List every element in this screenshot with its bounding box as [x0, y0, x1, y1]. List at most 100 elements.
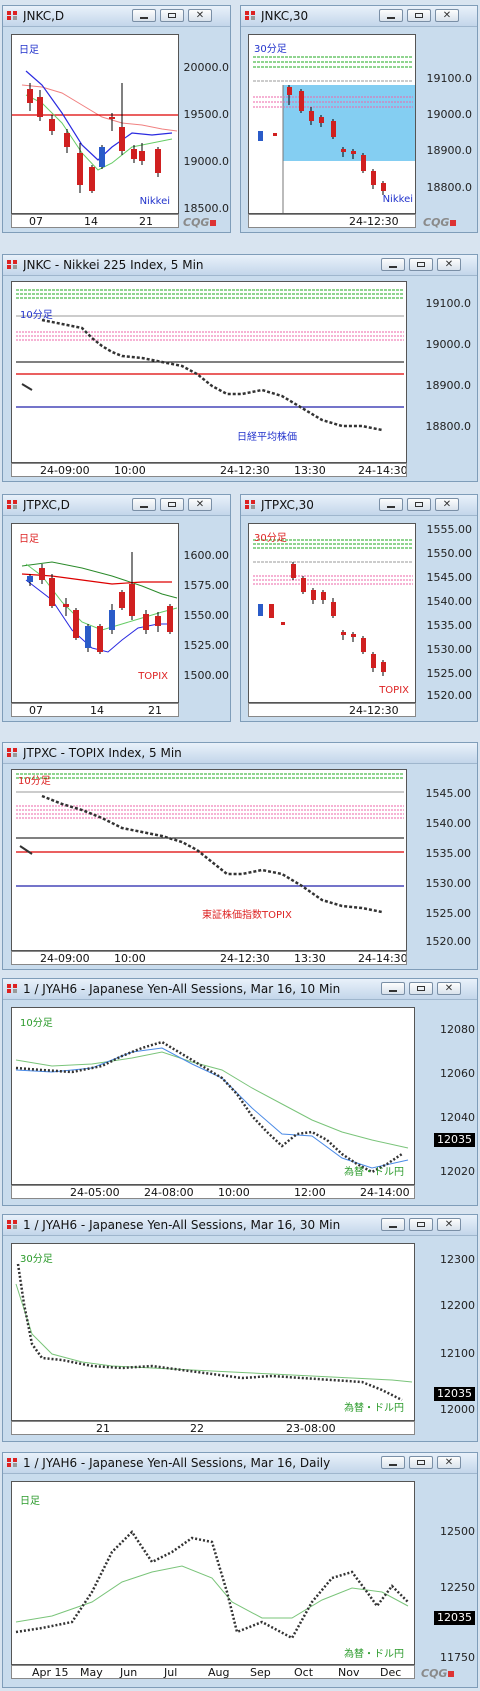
price-plot[interactable]: 30分足 為替・ドル円	[11, 1243, 415, 1421]
maximize-button[interactable]	[160, 498, 184, 511]
maximize-button[interactable]	[407, 498, 431, 511]
minimize-icon	[387, 17, 395, 19]
price-plot[interactable]: 日足 TOPIX	[11, 523, 179, 703]
price-tick: 12020	[440, 1165, 475, 1178]
time-tick: 22	[190, 1422, 204, 1435]
time-tick: 07	[29, 704, 43, 717]
price-tick: 19100.0	[426, 72, 473, 85]
window-titlebar[interactable]: JNKC - Nikkei 225 Index, 5 Min ✕	[3, 255, 477, 276]
price-tick: 12100	[440, 1347, 475, 1360]
maximize-button[interactable]	[409, 258, 433, 271]
close-button[interactable]: ✕	[437, 1456, 461, 1469]
time-axis: 21 22 23-08:00	[11, 1421, 415, 1435]
price-plot[interactable]: 30分足 TOPIX	[248, 523, 416, 703]
maximize-button[interactable]	[409, 1456, 433, 1469]
price-plot[interactable]: 10分足 日経平均株価	[11, 281, 407, 463]
window-title: JTPXC - TOPIX Index, 5 Min	[23, 746, 182, 760]
symbol-label: 為替・ドル円	[344, 1403, 404, 1414]
time-axis: 24-09:00 10:00 24-12:30 13:30 24-14:30	[11, 463, 407, 477]
time-axis: 07 14 21	[11, 703, 179, 717]
time-tick: Nov	[338, 1666, 360, 1679]
chart-window-yen-30min[interactable]: 1 / JYAH6 - Japanese Yen-All Sessions, M…	[2, 1214, 478, 1442]
time-tick: Aug	[208, 1666, 230, 1679]
close-button[interactable]: ✕	[437, 982, 461, 995]
price-tick: 12040	[440, 1111, 475, 1124]
window-titlebar[interactable]: 1 / JYAH6 - Japanese Yen-All Sessions, M…	[3, 979, 477, 1000]
minimize-button[interactable]	[381, 1456, 405, 1469]
cqg-app-icon	[7, 984, 18, 994]
time-tick: 12:00	[294, 1186, 326, 1199]
window-title: JTPXC,30	[261, 498, 314, 512]
minimize-button[interactable]	[379, 9, 403, 22]
window-titlebar[interactable]: JTPXC - TOPIX Index, 5 Min	[3, 743, 477, 764]
close-icon: ✕	[195, 10, 205, 21]
cqg-app-icon	[7, 500, 18, 510]
window-title: 1 / JYAH6 - Japanese Yen-All Sessions, M…	[23, 982, 341, 996]
chart-window-jnkc-daily[interactable]: JNKC,D ✕ 日足	[2, 5, 231, 233]
minimize-button[interactable]	[132, 9, 156, 22]
time-tick: 24-14:00	[360, 1186, 410, 1199]
price-plot[interactable]: 日足 為替・ドル円	[11, 1481, 415, 1665]
minimize-button[interactable]	[381, 1218, 405, 1231]
chart-window-topix-5min[interactable]: JTPXC - TOPIX Index, 5 Min 10分足 東証株価指数TO…	[2, 742, 478, 970]
price-tick: 1600.00	[183, 549, 230, 562]
maximize-button[interactable]	[407, 9, 431, 22]
chart-svg	[21, 552, 178, 654]
minimize-button[interactable]	[381, 258, 405, 271]
price-plot[interactable]: 日足 Nikkei	[11, 34, 179, 214]
maximize-button[interactable]	[409, 1218, 433, 1231]
price-tick: 18900.0	[425, 379, 472, 392]
window-titlebar[interactable]: 1 / JYAH6 - Japanese Yen-All Sessions, M…	[3, 1215, 477, 1236]
window-titlebar[interactable]: 1 / JYAH6 - Japanese Yen-All Sessions, M…	[3, 1453, 477, 1474]
price-tick: 12200	[440, 1299, 475, 1312]
chart-window-jnkc-30min[interactable]: JNKC,30 ✕	[240, 5, 478, 233]
price-tick: 1535.00	[425, 847, 472, 860]
price-plot[interactable]: 10分足 東証株価指数TOPIX	[11, 769, 407, 951]
close-button[interactable]: ✕	[188, 498, 212, 511]
close-button[interactable]: ✕	[435, 9, 459, 22]
close-icon: ✕	[444, 983, 454, 994]
window-titlebar[interactable]: JNKC,D ✕	[3, 6, 230, 27]
price-tick: 19100.0	[425, 297, 472, 310]
chart-svg	[15, 1530, 409, 1640]
window-titlebar[interactable]: JTPXC,30 ✕	[241, 495, 477, 516]
chart-window-yen-daily[interactable]: 1 / JYAH6 - Japanese Yen-All Sessions, M…	[2, 1452, 478, 1688]
cqg-logo: CQG	[423, 216, 457, 229]
time-tick: 24-14:30	[358, 464, 407, 477]
chart-window-yen-10min[interactable]: 1 / JYAH6 - Japanese Yen-All Sessions, M…	[2, 978, 478, 1206]
chart-svg	[253, 56, 415, 213]
minimize-button[interactable]	[381, 982, 405, 995]
price-plot[interactable]: 30分足 Nikkei	[248, 34, 416, 214]
close-button[interactable]: ✕	[188, 9, 212, 22]
minimize-button[interactable]	[132, 498, 156, 511]
price-axis: 12080 12060 12040 12020 12035	[415, 1007, 475, 1185]
maximize-button[interactable]	[160, 9, 184, 22]
chart-window-nikkei-5min[interactable]: JNKC - Nikkei 225 Index, 5 Min ✕ 10分足 日経…	[2, 254, 478, 482]
price-tick: 1535.00	[426, 619, 473, 632]
price-tick: 1545.00	[426, 571, 473, 584]
last-price-badge: 12035	[434, 1387, 475, 1401]
price-axis: 19100.0 19000.0 18900.0 18800.0	[407, 281, 472, 463]
window-title: JNKC - Nikkei 225 Index, 5 Min	[23, 258, 204, 272]
close-button[interactable]: ✕	[435, 498, 459, 511]
minimize-icon	[389, 990, 397, 992]
window-titlebar[interactable]: JTPXC,D ✕	[3, 495, 230, 516]
price-tick: 12500	[440, 1525, 475, 1538]
price-tick: 12300	[440, 1253, 475, 1266]
time-tick: Oct	[294, 1666, 314, 1679]
price-plot[interactable]: 10分足 為替・ドル円	[11, 1007, 415, 1185]
window-titlebar[interactable]: JNKC,30 ✕	[241, 6, 477, 27]
time-tick: 24-12:30	[349, 215, 399, 228]
chart-window-topix-30min[interactable]: JTPXC,30 ✕	[240, 494, 478, 722]
window-title: JTPXC,D	[23, 498, 70, 512]
price-tick: 1520.00	[426, 689, 473, 702]
close-button[interactable]: ✕	[437, 1218, 461, 1231]
minimize-button[interactable]	[379, 498, 403, 511]
symbol-label: 東証株価指数TOPIX	[202, 910, 292, 921]
time-tick: 14	[84, 215, 98, 228]
maximize-icon	[417, 1460, 425, 1465]
price-tick: 1575.00	[183, 579, 230, 592]
close-button[interactable]: ✕	[437, 258, 461, 271]
maximize-button[interactable]	[409, 982, 433, 995]
chart-window-topix-daily[interactable]: JTPXC,D ✕	[2, 494, 231, 722]
